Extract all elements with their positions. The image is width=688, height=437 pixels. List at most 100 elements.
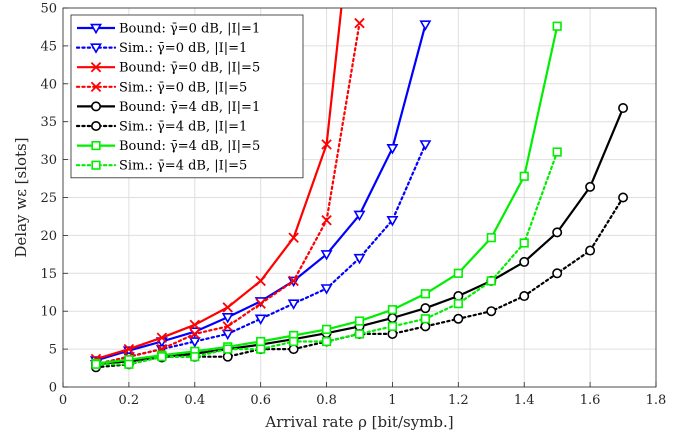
data-point xyxy=(486,233,496,243)
legend-label: Bound: γ̄=0 dB, |I|=1 xyxy=(119,22,260,37)
series-3 xyxy=(90,8,343,365)
x-tick-label: 1.2 xyxy=(448,393,469,408)
data-point xyxy=(321,139,332,150)
data-point xyxy=(222,302,233,313)
data-point xyxy=(223,344,233,354)
y-axis-label: Delay wε [slots] xyxy=(12,137,30,257)
data-point xyxy=(288,344,299,355)
data-point xyxy=(190,352,200,362)
y-tick-label: 25 xyxy=(40,191,57,206)
ticks: 0 0.2 0.4 0.6 0.8 1 1.2 1.4 1.6 1.8 0 5 10 15 20 25 30 35… xyxy=(40,2,666,409)
data-point xyxy=(420,303,431,314)
legend-swatch-marker xyxy=(91,121,102,132)
data-point xyxy=(255,298,266,309)
data-point xyxy=(386,215,399,227)
x-tick-label: 1 xyxy=(388,393,396,408)
x-tick-label: 0.4 xyxy=(184,393,205,408)
data-point xyxy=(519,291,530,302)
data-point xyxy=(386,143,399,155)
marker-stroke xyxy=(123,343,135,355)
data-point xyxy=(519,171,529,181)
data-point xyxy=(320,284,333,295)
legend-swatch-marker xyxy=(91,160,101,170)
legend-label: Sim.: γ̄=4 dB, |I|=5 xyxy=(119,159,247,174)
legend-box xyxy=(70,14,304,179)
data-point xyxy=(189,319,201,331)
data-point xyxy=(254,314,267,325)
data-point xyxy=(123,343,135,355)
data-point xyxy=(618,192,629,203)
data-point xyxy=(157,352,167,362)
data-point xyxy=(188,337,201,348)
marker-stroke xyxy=(288,275,299,287)
data-point xyxy=(353,253,366,265)
y-tick-label: 15 xyxy=(40,267,57,282)
marker-stroke xyxy=(255,298,266,309)
data-point xyxy=(552,268,563,279)
data-point xyxy=(519,238,529,248)
data-point xyxy=(156,332,168,343)
y-tick-label: 40 xyxy=(40,77,57,92)
data-point xyxy=(288,232,299,243)
marker-stroke xyxy=(288,232,299,243)
series-4 xyxy=(90,17,365,370)
data-point xyxy=(354,329,365,339)
data-point xyxy=(419,20,432,31)
legend-label: Sim.: γ̄=0 dB, |I|=5 xyxy=(119,80,247,95)
data-point xyxy=(486,276,496,286)
data-point xyxy=(287,299,300,310)
data-point xyxy=(552,227,563,238)
legend: Bound: γ̄=0 dB, |I|=1 Sim.: γ̄=0 dB, |I|=… xyxy=(70,14,304,179)
data-point xyxy=(321,336,332,347)
x-axis-label: Arrival rate ρ [bit/symb.] xyxy=(264,413,453,431)
legend-swatch-marker xyxy=(91,141,101,151)
x-tick-label: 1.4 xyxy=(514,393,535,408)
data-point xyxy=(321,324,332,334)
data-point xyxy=(486,306,497,317)
x-tick-label: 0.8 xyxy=(316,393,337,408)
data-point xyxy=(222,321,233,332)
data-point xyxy=(552,147,562,157)
data-point xyxy=(585,245,596,256)
marker-stroke xyxy=(255,275,266,287)
legend-item: Bound: γ̄=4 dB, |I|=5 xyxy=(77,139,260,154)
series-layer xyxy=(89,8,629,373)
data-point xyxy=(420,289,430,299)
data-point xyxy=(453,291,464,302)
y-tick-label: 10 xyxy=(40,305,57,320)
data-point xyxy=(222,351,233,362)
data-point xyxy=(189,328,201,340)
data-point xyxy=(256,344,266,354)
data-point xyxy=(255,275,266,287)
x-tick-label: 1.6 xyxy=(580,393,601,408)
data-point xyxy=(221,313,234,324)
legend-item: Bound: γ̄=0 dB, |I|=5 xyxy=(77,61,260,76)
data-point xyxy=(353,210,366,222)
x-tick-label: 0 xyxy=(59,393,67,408)
legend-item: Bound: γ̄=4 dB, |I|=1 xyxy=(77,100,260,115)
data-point xyxy=(453,268,463,278)
legend-swatch-marker xyxy=(90,23,102,35)
y-tick-label: 50 xyxy=(40,2,57,17)
y-tick-label: 35 xyxy=(40,115,57,130)
marker-stroke xyxy=(354,17,365,29)
data-point xyxy=(354,17,365,29)
legend-label: Bound: γ̄=0 dB, |I|=5 xyxy=(119,61,260,76)
legend-label: Bound: γ̄=4 dB, |I|=1 xyxy=(119,100,260,115)
data-point xyxy=(256,336,266,347)
legend-label: Bound: γ̄=4 dB, |I|=5 xyxy=(119,139,260,154)
x-tick-label: 0.2 xyxy=(119,393,140,408)
marker-stroke xyxy=(222,321,233,332)
legend-swatch-marker xyxy=(91,101,102,112)
legend-item: Sim.: γ̄=4 dB, |I|=1 xyxy=(75,120,247,135)
marker-stroke xyxy=(189,328,201,340)
data-point xyxy=(321,215,332,226)
legend-item: Sim.: γ̄=4 dB, |I|=5 xyxy=(75,159,247,174)
y-tick-label: 0 xyxy=(49,381,57,396)
data-point xyxy=(420,314,430,324)
data-point xyxy=(552,21,562,31)
series-8 xyxy=(91,147,562,369)
data-point xyxy=(91,359,101,369)
data-point xyxy=(585,181,596,192)
